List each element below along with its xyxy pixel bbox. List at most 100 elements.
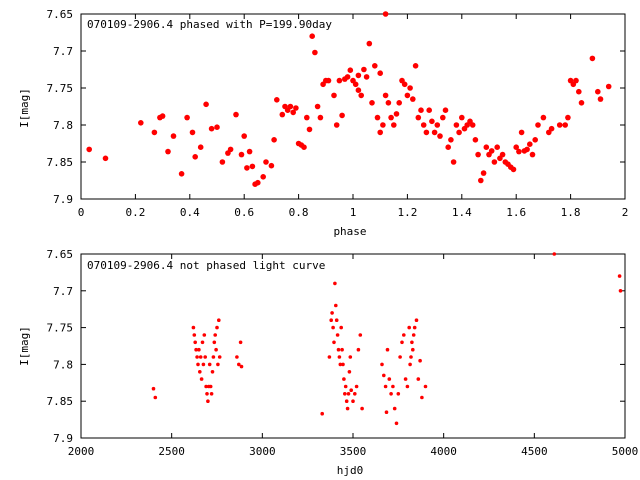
unphased-data-point	[391, 384, 395, 389]
unphased-chart-title: 070109-2906.4 not phased light curve	[87, 259, 325, 272]
unphased-data-point	[211, 355, 216, 359]
unphased-data-point	[333, 281, 337, 286]
unphased-data-point	[410, 340, 414, 345]
phased-data-point	[227, 146, 234, 153]
phased-data-point	[165, 148, 171, 155]
unphased-data-point	[338, 362, 343, 367]
phased-x-tick-label: 0.2	[125, 206, 145, 219]
phased-data-point	[410, 96, 416, 102]
unphased-data-point	[345, 406, 350, 411]
phased-data-point	[347, 67, 354, 73]
phased-data-point	[548, 125, 555, 132]
unphased-data-point	[202, 333, 207, 337]
phased-data-point	[578, 100, 585, 106]
phased-y-tick-label: 7.75	[47, 82, 74, 95]
phased-data-point	[442, 107, 449, 113]
phased-data-point	[279, 111, 286, 118]
unphased-data-point	[389, 392, 393, 396]
unphased-data-point	[198, 370, 202, 374]
phased-data-point	[233, 111, 239, 118]
unphased-data-point	[346, 392, 351, 396]
unphased-x-tick-label: 4000	[430, 445, 457, 458]
phased-data-point	[556, 122, 563, 128]
unphased-x-tick-label: 2500	[158, 445, 185, 458]
unphased-y-tick-label: 7.65	[47, 248, 74, 261]
phased-data-point	[314, 103, 321, 110]
phased-data-point	[363, 74, 370, 80]
unphased-data-point	[320, 411, 325, 416]
phased-data-point	[151, 129, 158, 136]
phased-data-point	[178, 171, 185, 177]
phased-data-point	[244, 165, 250, 171]
phased-data-point	[317, 114, 324, 121]
phased-data-point	[459, 114, 465, 121]
unphased-data-point	[387, 377, 392, 381]
unphased-data-point	[402, 333, 406, 337]
unphased-data-point	[343, 384, 348, 389]
phased-data-point	[440, 114, 446, 121]
unphased-data-point	[396, 392, 401, 396]
phased-data-point	[355, 72, 362, 79]
phased-data-point	[494, 144, 501, 150]
phased-data-point	[418, 107, 424, 113]
unphased-data-point	[342, 377, 346, 381]
phased-data-point	[102, 155, 109, 162]
unphased-data-point	[334, 318, 339, 323]
unphased-data-point	[351, 399, 355, 404]
unphased-data-point	[420, 395, 424, 400]
phased-data-point	[358, 92, 365, 99]
unphased-data-point	[341, 362, 345, 367]
phased-data-point	[478, 177, 484, 184]
unphased-data-point	[208, 384, 213, 389]
unphased-data-point	[210, 370, 215, 374]
unphased-data-point	[617, 274, 622, 278]
phased-y-axis-label: I[mag]	[18, 88, 31, 128]
phased-data-point	[529, 151, 536, 158]
phased-data-point	[573, 77, 579, 84]
unphased-data-point	[327, 355, 332, 359]
phased-x-tick-label: 1	[350, 206, 357, 219]
phased-data-point	[374, 114, 381, 121]
unphased-data-point	[336, 347, 341, 352]
unphased-data-point	[337, 355, 342, 359]
unphased-data-point	[384, 410, 389, 415]
unphased-y-axis-label: I[mag]	[18, 326, 31, 366]
phased-data-point	[290, 109, 297, 116]
unphased-data-point	[215, 325, 219, 330]
phased-data-point	[301, 144, 307, 150]
phased-data-point	[361, 66, 367, 73]
phased-data-point	[483, 144, 490, 150]
phased-x-axis-label: phase	[333, 225, 366, 238]
phased-data-point	[480, 170, 487, 176]
unphased-data-point	[403, 377, 408, 381]
unphased-data-point	[382, 373, 386, 378]
unphased-y-tick-label: 7.85	[47, 395, 74, 408]
unphased-x-tick-label: 2000	[68, 445, 95, 458]
unphased-x-ticks: 2000 2500 3000 3500 4000 4500 5000	[68, 254, 639, 458]
phased-data-point	[407, 85, 413, 91]
unphased-y-tick-label: 7.8	[53, 358, 73, 371]
unphased-data-point	[239, 364, 244, 369]
phased-data-point	[429, 118, 435, 125]
phased-x-ticks: 0 0.2 0.4 0.6 0.8 1 1.2 1.4 1.6 1.8 2	[78, 14, 629, 219]
phased-data-point	[605, 83, 612, 90]
phased-data-point	[333, 122, 340, 128]
unphased-data-point	[205, 392, 209, 396]
unphased-y-tick-label: 7.9	[53, 432, 73, 445]
unphased-data-point	[380, 362, 384, 367]
unphased-y-ticks: 7.65 7.7 7.75 7.8 7.85 7.9	[47, 248, 625, 445]
unphased-data-point	[349, 388, 354, 393]
unphased-data-point	[407, 325, 412, 330]
phased-x-tick-label: 1.4	[452, 206, 472, 219]
unphased-x-tick-label: 5000	[612, 445, 639, 458]
phased-data-point	[595, 88, 601, 95]
phased-x-tick-label: 2	[622, 206, 629, 219]
phased-data-point	[448, 137, 454, 143]
phased-data-point	[339, 112, 345, 119]
unphased-data-point	[235, 355, 239, 359]
unphased-data-point	[198, 355, 203, 359]
phased-data-point	[355, 87, 362, 93]
unphased-data-point	[192, 333, 197, 337]
phased-x-tick-label: 0	[78, 206, 85, 219]
unphased-data-point	[411, 333, 416, 337]
